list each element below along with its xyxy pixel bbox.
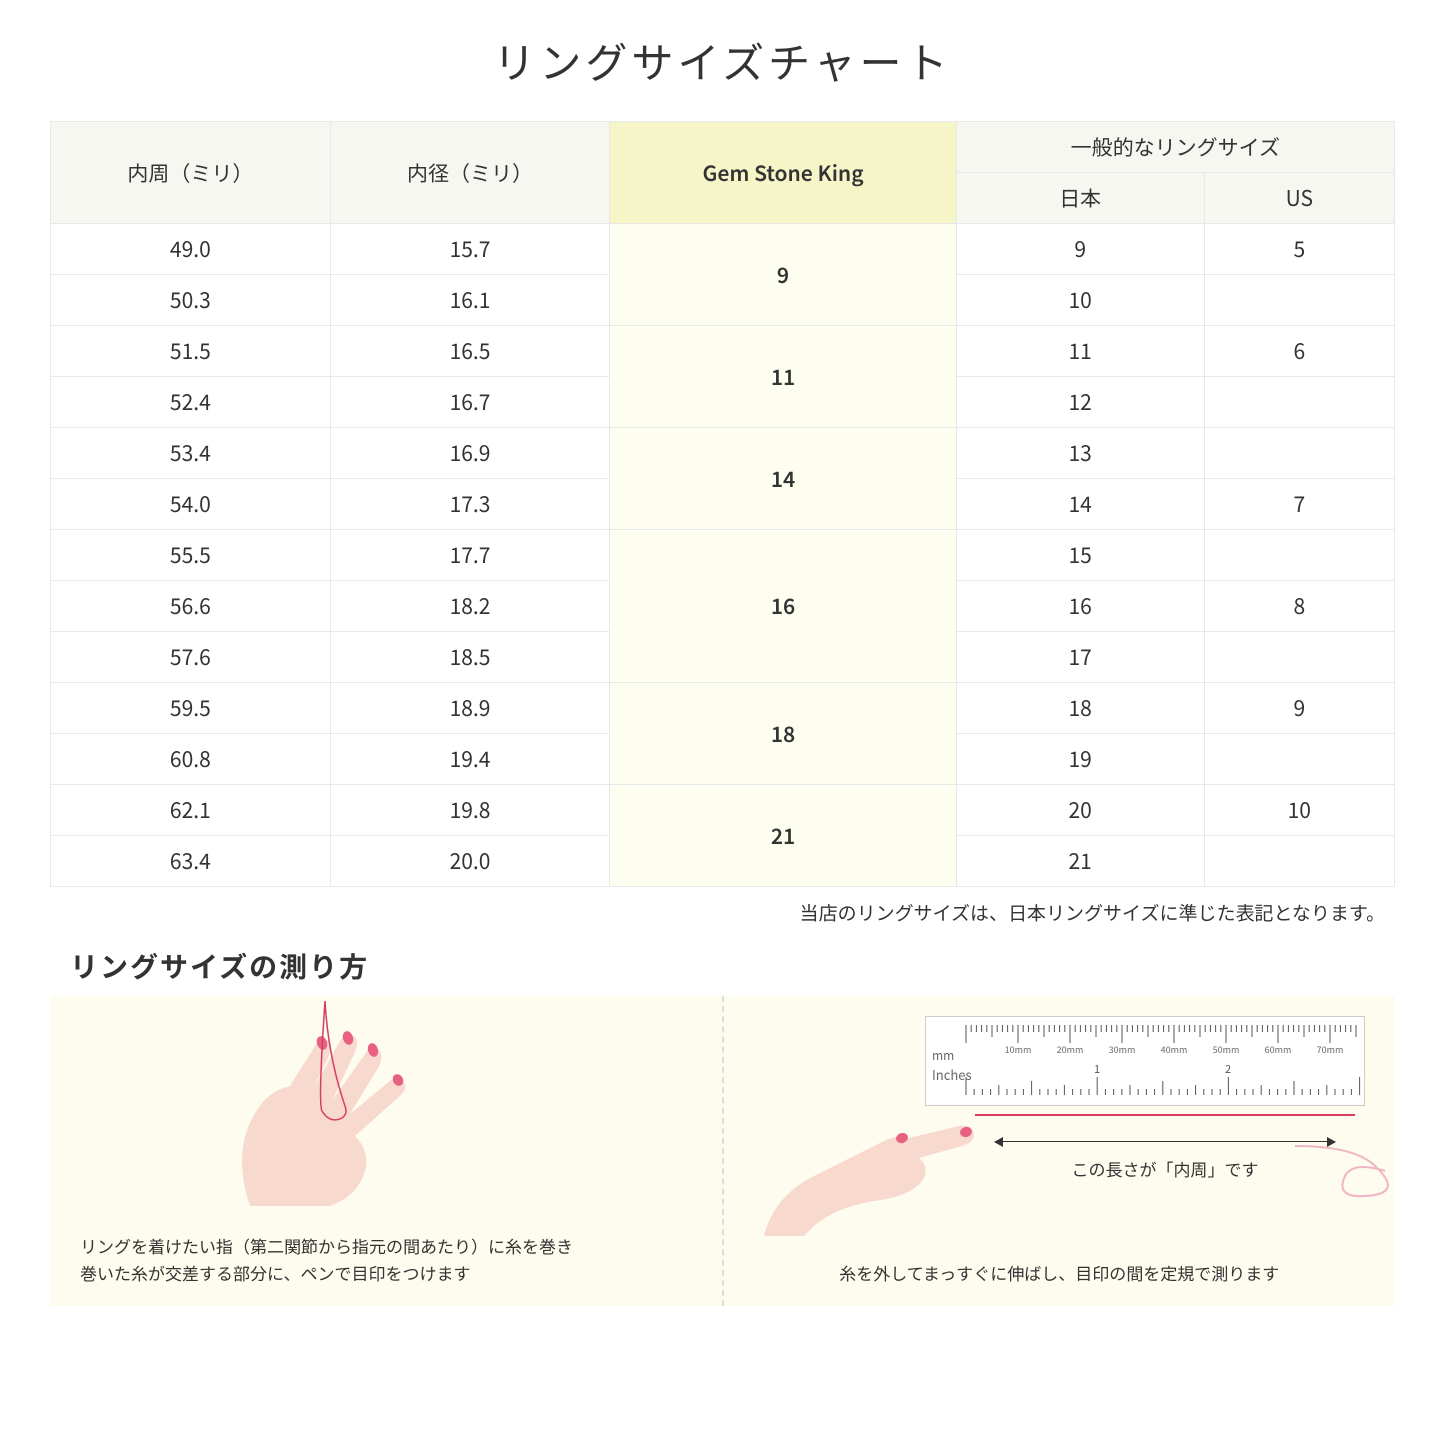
cell-japan: 16 <box>956 581 1204 632</box>
cell-japan: 9 <box>956 224 1204 275</box>
header-diameter: 内径（ミリ） <box>330 122 610 224</box>
hand-wrap-illustration <box>170 996 490 1206</box>
cell-japan: 19 <box>956 734 1204 785</box>
table-row: 49.015.7995 <box>51 224 1395 275</box>
svg-text:20mm: 20mm <box>1057 1043 1084 1056</box>
cell-gsk: 21 <box>610 785 956 887</box>
hand-hold-illustration <box>764 1116 984 1236</box>
table-row: 53.416.91413 <box>51 428 1395 479</box>
svg-text:1: 1 <box>1094 1061 1100 1077</box>
cell-circumference: 59.5 <box>51 683 331 734</box>
cell-diameter: 17.3 <box>330 479 610 530</box>
header-general-sizes: 一般的なリングサイズ <box>956 122 1394 173</box>
svg-text:50mm: 50mm <box>1213 1043 1240 1056</box>
cell-diameter: 17.7 <box>330 530 610 581</box>
page-title: リングサイズチャート <box>50 30 1395 91</box>
cell-us <box>1204 530 1394 581</box>
table-row: 55.517.71615 <box>51 530 1395 581</box>
cell-us <box>1204 734 1394 785</box>
cell-japan: 11 <box>956 326 1204 377</box>
instruction-left-text: リングを着けたい指（第二関節から指元の間あたり）に糸を巻き 巻いた糸が交差する部… <box>80 1232 692 1286</box>
svg-text:60mm: 60mm <box>1265 1043 1292 1056</box>
table-row: 62.119.8212010 <box>51 785 1395 836</box>
cell-circumference: 56.6 <box>51 581 331 632</box>
cell-diameter: 16.1 <box>330 275 610 326</box>
cell-gsk: 9 <box>610 224 956 326</box>
table-row: 59.518.918189 <box>51 683 1395 734</box>
cell-circumference: 53.4 <box>51 428 331 479</box>
ruler-inches-label: Inches <box>932 1065 972 1084</box>
instruction-right-panel: 10mm 20mm 30mm 40mm 50mm 60mm 70mm 1 2 mm Inches… <box>724 996 1396 1306</box>
cell-japan: 15 <box>956 530 1204 581</box>
cell-us: 7 <box>1204 479 1394 530</box>
cell-gsk: 14 <box>610 428 956 530</box>
cell-diameter: 20.0 <box>330 836 610 887</box>
cell-circumference: 63.4 <box>51 836 331 887</box>
cell-circumference: 55.5 <box>51 530 331 581</box>
cell-circumference: 51.5 <box>51 326 331 377</box>
cell-japan: 12 <box>956 377 1204 428</box>
cell-diameter: 16.7 <box>330 377 610 428</box>
cell-japan: 18 <box>956 683 1204 734</box>
svg-text:30mm: 30mm <box>1109 1043 1136 1056</box>
ruler-illustration: 10mm 20mm 30mm 40mm 50mm 60mm 70mm 1 2 mm Inches <box>925 1016 1365 1106</box>
cell-us: 10 <box>1204 785 1394 836</box>
header-circumference: 内周（ミリ） <box>51 122 331 224</box>
ruler-mm-label: mm <box>932 1047 954 1064</box>
cell-japan: 17 <box>956 632 1204 683</box>
header-japan: 日本 <box>956 173 1204 224</box>
cell-circumference: 50.3 <box>51 275 331 326</box>
cell-circumference: 60.8 <box>51 734 331 785</box>
cell-gsk: 16 <box>610 530 956 683</box>
svg-text:10mm: 10mm <box>1005 1043 1032 1056</box>
cell-diameter: 18.9 <box>330 683 610 734</box>
measurement-arrow <box>995 1141 1335 1142</box>
cell-us: 6 <box>1204 326 1394 377</box>
cell-gsk: 11 <box>610 326 956 428</box>
cell-us: 8 <box>1204 581 1394 632</box>
cell-diameter: 16.9 <box>330 428 610 479</box>
measure-title: リングサイズの測り方 <box>50 946 1395 986</box>
cell-japan: 14 <box>956 479 1204 530</box>
table-row: 51.516.511116 <box>51 326 1395 377</box>
svg-text:70mm: 70mm <box>1317 1043 1344 1056</box>
cell-japan: 13 <box>956 428 1204 479</box>
cell-japan: 10 <box>956 275 1204 326</box>
note-text: 当店のリングサイズは、日本リングサイズに準じた表記となります。 <box>50 899 1395 926</box>
thread-line <box>975 1114 1355 1116</box>
cell-us <box>1204 836 1394 887</box>
cell-us: 5 <box>1204 224 1394 275</box>
cell-diameter: 18.5 <box>330 632 610 683</box>
cell-circumference: 49.0 <box>51 224 331 275</box>
instructions-panel: リングを着けたい指（第二関節から指元の間あたり）に糸を巻き 巻いた糸が交差する部… <box>50 996 1395 1306</box>
cell-us: 9 <box>1204 683 1394 734</box>
cell-circumference: 52.4 <box>51 377 331 428</box>
header-us: US <box>1204 173 1394 224</box>
cell-diameter: 19.4 <box>330 734 610 785</box>
svg-text:40mm: 40mm <box>1161 1043 1188 1056</box>
cell-japan: 20 <box>956 785 1204 836</box>
instruction-left-panel: リングを着けたい指（第二関節から指元の間あたり）に糸を巻き 巻いた糸が交差する部… <box>50 996 724 1306</box>
size-chart-table: 内周（ミリ） 内径（ミリ） Gem Stone King 一般的なリングサイズ … <box>50 121 1395 887</box>
arrow-caption: この長さが「内周」です <box>995 1156 1335 1181</box>
cell-circumference: 62.1 <box>51 785 331 836</box>
cell-gsk: 18 <box>610 683 956 785</box>
cell-us <box>1204 428 1394 479</box>
cell-circumference: 57.6 <box>51 632 331 683</box>
instruction-right-text: 糸を外してまっすぐに伸ばし、目印の間を定規で測ります <box>754 1259 1366 1286</box>
cell-circumference: 54.0 <box>51 479 331 530</box>
cell-diameter: 15.7 <box>330 224 610 275</box>
svg-text:2: 2 <box>1225 1061 1231 1077</box>
cell-us <box>1204 632 1394 683</box>
cell-diameter: 19.8 <box>330 785 610 836</box>
header-gemstoneking: Gem Stone King <box>610 122 956 224</box>
cell-diameter: 16.5 <box>330 326 610 377</box>
cell-diameter: 18.2 <box>330 581 610 632</box>
cell-us <box>1204 377 1394 428</box>
cell-japan: 21 <box>956 836 1204 887</box>
cell-us <box>1204 275 1394 326</box>
